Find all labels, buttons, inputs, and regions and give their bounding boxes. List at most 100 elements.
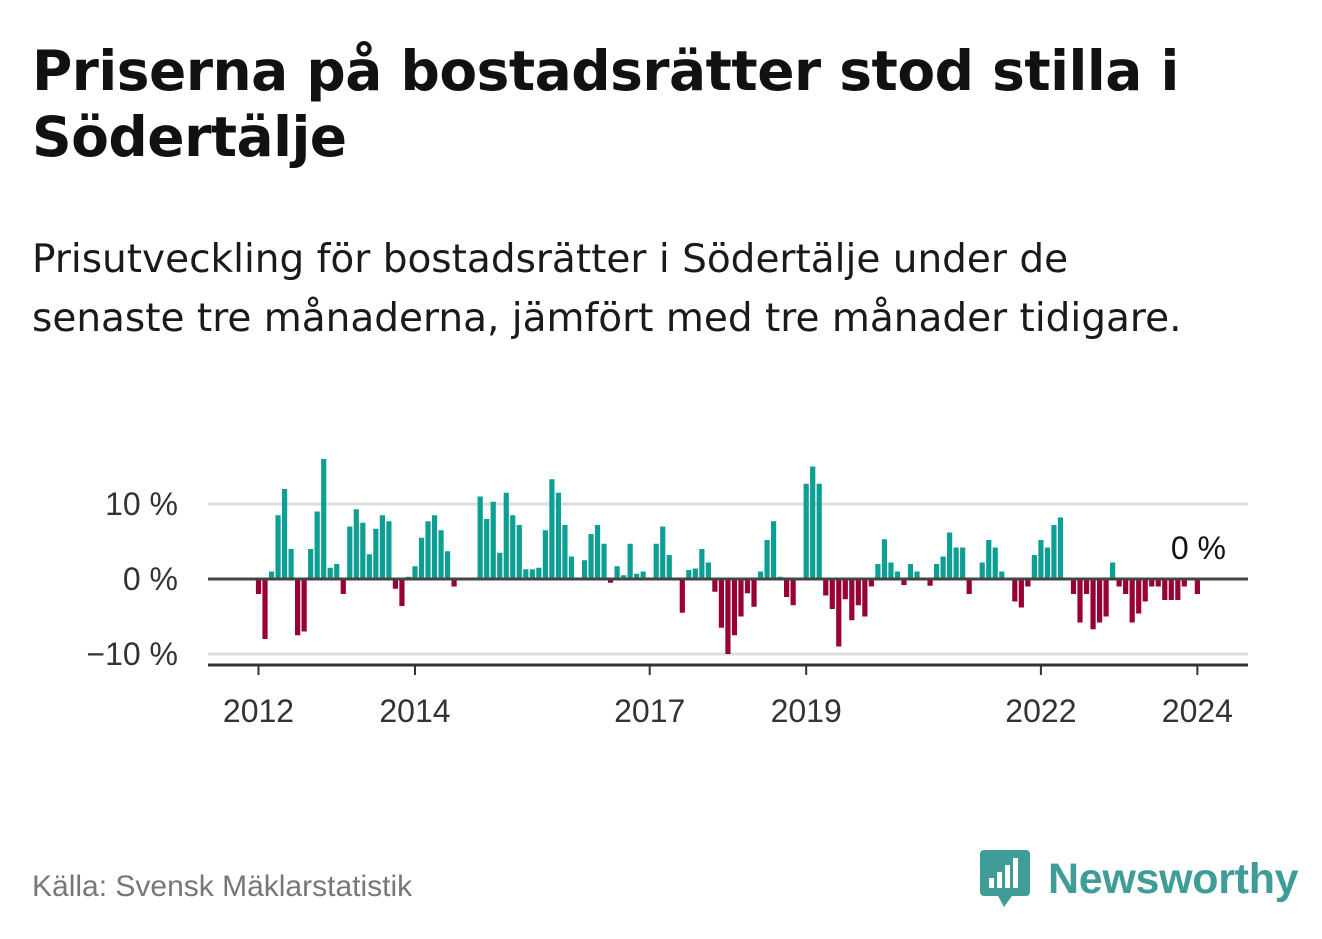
bar <box>731 579 738 636</box>
bar <box>275 515 281 579</box>
bar <box>555 492 562 579</box>
bar <box>255 579 262 594</box>
x-tick-label: 2022 <box>1005 693 1076 729</box>
bar <box>438 530 444 579</box>
y-axis-labels: 10 % 0 % −10 % <box>86 486 178 672</box>
bar <box>738 579 744 617</box>
bar <box>347 526 353 579</box>
y-tick-label: −10 % <box>86 636 178 672</box>
bar <box>699 549 705 579</box>
bar <box>542 530 548 579</box>
bar <box>334 564 340 579</box>
bar <box>1123 579 1129 594</box>
bar <box>314 511 320 579</box>
bar <box>986 540 992 579</box>
bar <box>536 567 542 579</box>
bar <box>1070 579 1077 594</box>
bar <box>803 483 809 579</box>
bar <box>888 562 894 579</box>
bar <box>477 496 483 579</box>
bar <box>1051 525 1057 579</box>
bar <box>607 579 614 583</box>
bar <box>947 532 953 579</box>
bar <box>1018 579 1024 608</box>
bar <box>490 501 496 579</box>
x-tick-label: 2019 <box>771 693 842 729</box>
bar <box>562 525 568 579</box>
bar <box>979 562 985 579</box>
bar <box>1181 579 1187 587</box>
bar <box>862 579 868 617</box>
bar <box>999 571 1005 579</box>
bar <box>425 521 431 579</box>
bar <box>653 543 659 579</box>
bar <box>875 564 881 579</box>
bar <box>1038 540 1044 579</box>
bar <box>594 525 601 579</box>
bar <box>855 579 861 606</box>
bar <box>1110 562 1116 579</box>
bar <box>281 489 288 579</box>
bar <box>1096 579 1103 623</box>
x-tick-label: 2012 <box>223 693 294 729</box>
bar <box>523 569 529 579</box>
bar <box>744 579 751 594</box>
bar <box>751 579 757 607</box>
bar <box>1168 579 1174 600</box>
bar <box>340 579 346 594</box>
bar <box>829 579 835 609</box>
bar <box>510 515 516 579</box>
bar <box>666 555 672 579</box>
bar <box>914 571 920 579</box>
bar <box>1142 579 1148 602</box>
bar <box>686 570 692 579</box>
bar <box>1175 579 1181 600</box>
bar <box>366 554 372 579</box>
bar <box>621 575 627 579</box>
bar <box>849 579 855 621</box>
bar <box>268 571 275 579</box>
bar <box>262 579 268 639</box>
bar <box>431 515 438 579</box>
bar <box>399 579 405 606</box>
bar <box>321 459 327 579</box>
bar <box>933 564 940 579</box>
y-tick-label: 0 % <box>123 561 178 597</box>
bar <box>1090 579 1096 630</box>
bar <box>966 579 972 594</box>
bar <box>360 522 366 579</box>
bar <box>679 579 685 613</box>
bar <box>725 579 731 654</box>
bar-chart: 10 % 0 % −10 % 2012 2014 2017 2019 2022 2024 0 … <box>86 459 1248 729</box>
bar <box>353 509 359 579</box>
bar <box>960 547 966 579</box>
bar <box>1116 579 1122 587</box>
bar <box>823 579 829 596</box>
bar <box>308 549 314 579</box>
bar <box>901 579 907 585</box>
bar <box>1194 579 1200 594</box>
bar <box>568 556 575 579</box>
bar <box>327 567 333 579</box>
x-axis-ticks: 2012 2014 2017 2019 2022 2024 <box>223 665 1233 729</box>
bar <box>692 568 698 579</box>
x-tick-label: 2017 <box>614 693 685 729</box>
bar <box>503 492 509 579</box>
bar <box>601 543 607 579</box>
bar <box>549 479 555 579</box>
bar <box>634 573 640 579</box>
chart-title: Priserna på bostadsrätter stod stilla i … <box>32 39 1179 169</box>
bar <box>842 579 848 600</box>
x-tick-label: 2024 <box>1162 693 1233 729</box>
source-note: Källa: Svensk Mäklarstatistik <box>32 870 413 903</box>
bar <box>992 547 998 579</box>
bar <box>529 569 535 579</box>
bar <box>451 579 457 587</box>
bar <box>392 579 399 589</box>
bar <box>484 519 490 579</box>
bar <box>705 562 711 579</box>
bar <box>288 549 294 579</box>
chart-subtitle: Prisutveckling för bostadsrätter i Söder… <box>32 237 1182 341</box>
newsworthy-logo-icon <box>980 850 1030 907</box>
bar <box>1044 547 1051 579</box>
